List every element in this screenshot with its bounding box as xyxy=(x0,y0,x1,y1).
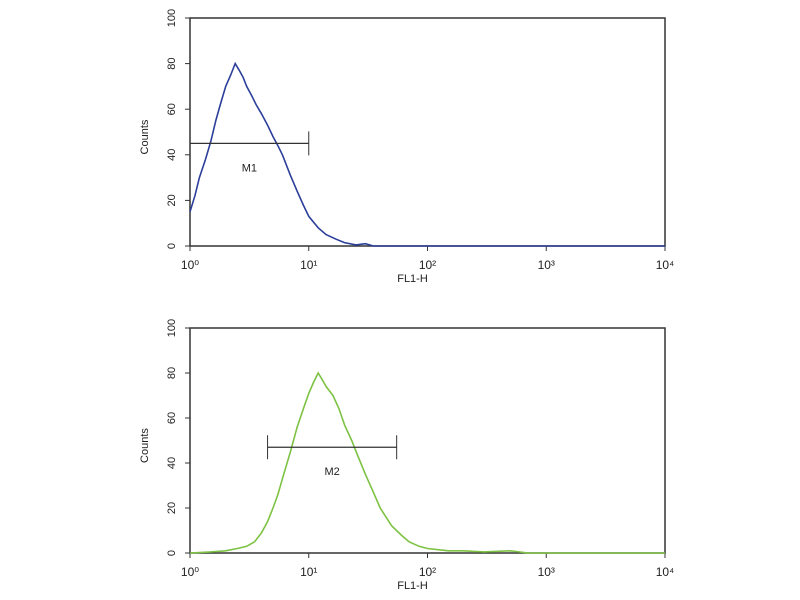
x-tick-label: 10² xyxy=(419,565,436,579)
x-tick-label: 10³ xyxy=(538,565,555,579)
y-axis-label: Counts xyxy=(139,119,151,154)
y-tick-label: 80 xyxy=(166,367,178,379)
y-tick-label: 0 xyxy=(166,550,178,556)
histogram-line xyxy=(189,371,665,554)
histogram-line xyxy=(189,61,665,247)
x-tick-label: 10¹ xyxy=(300,565,317,579)
y-axis-label: Counts xyxy=(139,428,151,463)
y-tick-label: 40 xyxy=(166,457,178,469)
y-tick-label: 100 xyxy=(166,9,178,27)
y-tick-label: 60 xyxy=(166,103,178,115)
y-tick-label: 80 xyxy=(166,57,178,69)
gate-label: M2 xyxy=(324,466,339,478)
x-tick-label: 10³ xyxy=(538,258,555,272)
y-tick-label: 100 xyxy=(166,319,178,337)
y-tick-label: 20 xyxy=(166,194,178,206)
y-tick-label: 40 xyxy=(166,149,178,161)
x-tick-label: 10⁴ xyxy=(656,258,675,272)
x-tick-label: 10¹ xyxy=(300,258,317,272)
y-tick-label: 60 xyxy=(166,412,178,424)
gate-label: M1 xyxy=(242,162,257,174)
x-tick-label: 10⁰ xyxy=(181,565,199,579)
plot-frame xyxy=(189,327,666,554)
x-axis-label: FL1-H xyxy=(397,580,428,592)
x-axis-label: FL1-H xyxy=(397,273,428,285)
x-tick-label: 10⁴ xyxy=(656,565,675,579)
x-tick-label: 10⁰ xyxy=(181,258,199,272)
plot-frame xyxy=(189,17,666,247)
x-tick-label: 10² xyxy=(419,258,436,272)
y-tick-label: 0 xyxy=(166,243,178,249)
y-tick-label: 20 xyxy=(166,502,178,514)
